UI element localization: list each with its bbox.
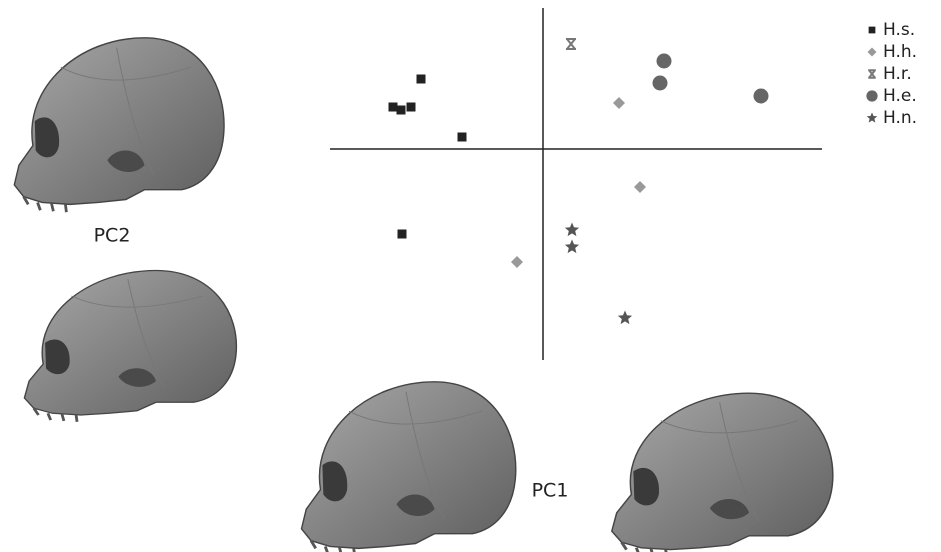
legend-label: H.n. xyxy=(883,108,917,128)
point xyxy=(656,53,672,69)
skull-image xyxy=(300,380,518,552)
point xyxy=(753,88,769,104)
legend-label: H.r. xyxy=(883,64,912,84)
point xyxy=(416,74,426,84)
point xyxy=(564,239,580,254)
legend-marker xyxy=(866,112,878,123)
legend-marker xyxy=(867,47,877,57)
point xyxy=(396,105,406,115)
point xyxy=(457,132,467,142)
legend-label: H.e. xyxy=(883,86,917,106)
legend-marker xyxy=(868,69,876,79)
point xyxy=(406,102,416,112)
axis-label: PC1 xyxy=(532,480,569,502)
legend-label: H.s. xyxy=(883,20,915,40)
legend-marker xyxy=(868,26,876,34)
point xyxy=(566,38,576,50)
point xyxy=(652,75,668,91)
point xyxy=(617,310,633,325)
point xyxy=(388,102,398,112)
point xyxy=(634,181,646,193)
point xyxy=(511,256,523,268)
skull-image xyxy=(12,36,226,214)
point xyxy=(397,229,407,239)
legend-label: H.h. xyxy=(883,42,917,62)
axis-label: PC2 xyxy=(94,225,131,247)
skull-image xyxy=(22,269,238,424)
legend-marker xyxy=(866,90,878,102)
point xyxy=(613,97,625,109)
point xyxy=(564,222,580,237)
skull-image xyxy=(610,391,835,552)
